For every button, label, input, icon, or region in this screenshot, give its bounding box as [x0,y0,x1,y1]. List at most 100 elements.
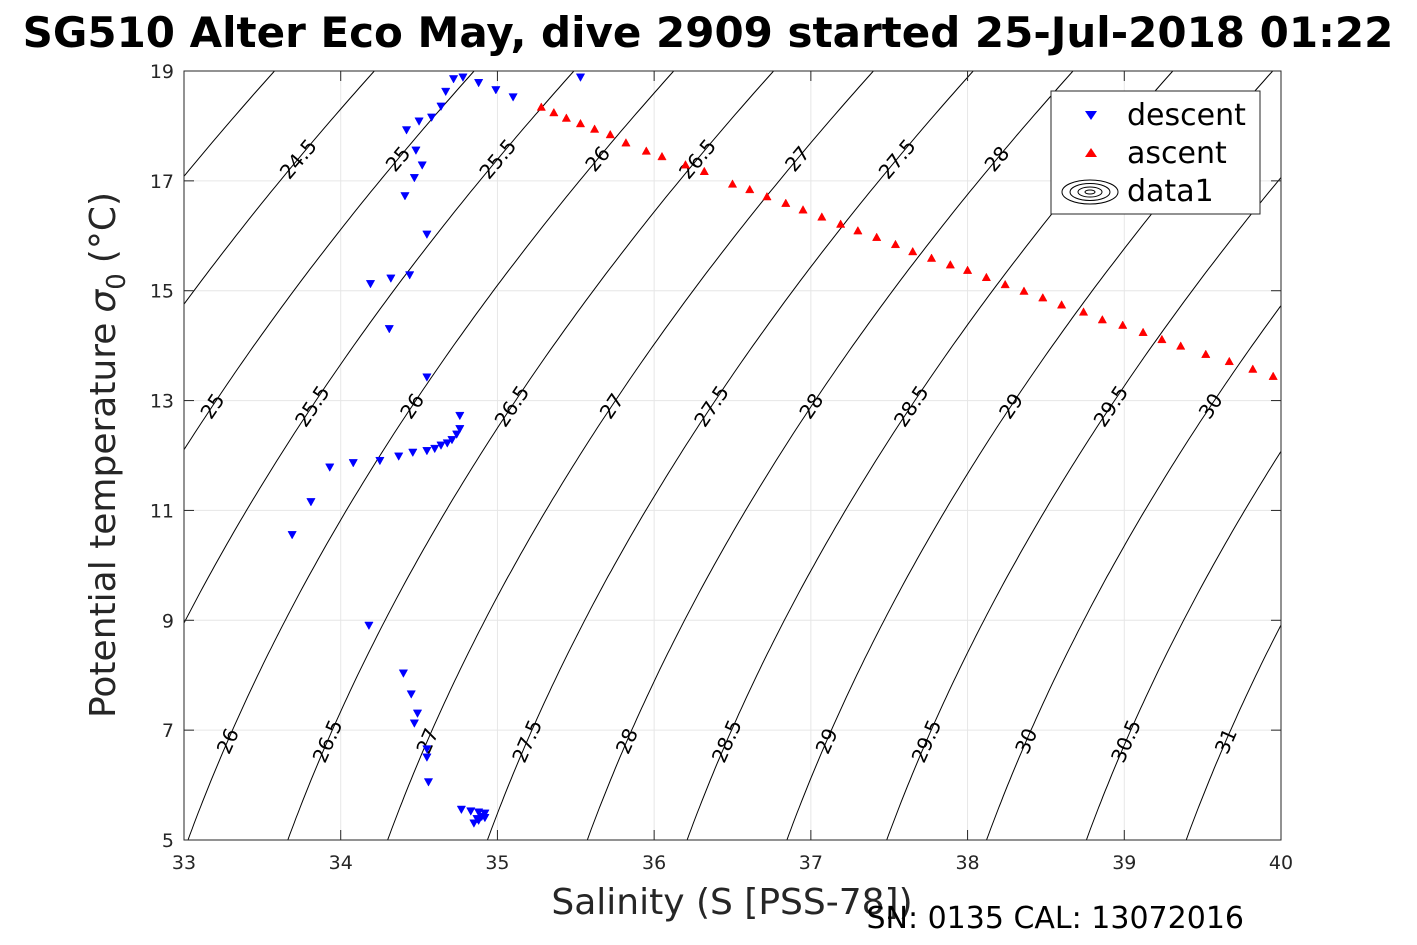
ascent-point [836,219,846,228]
descent-point [422,753,432,762]
ascent-point [890,239,901,249]
descent-point [375,456,385,466]
descent-point [441,87,451,97]
descent-point [508,93,518,102]
isopycnal-line [1185,623,1281,840]
ascent-point [926,253,937,262]
instrument-footer: SN: 0135 CAL: 13072016 [866,901,1244,936]
y-tick-label: 19 [150,61,174,83]
ascent-point [549,107,559,117]
y-axis-label-text: Potential temperature [83,323,124,718]
axes-box [183,70,1282,841]
descent-point [473,808,484,817]
descent-point [473,79,484,88]
descent-point [458,73,468,82]
isopycnal-line [586,71,1074,840]
isopycnal-line [1085,450,1281,840]
descent-point [491,86,501,95]
ascent-point [781,198,791,207]
ascent-point [1078,307,1089,316]
legend-descent-marker [1085,111,1097,120]
descent-point [412,709,423,718]
ascent-point [962,265,973,274]
ascent-point [1097,314,1107,324]
y-tick-label: 11 [150,500,174,522]
descent-point [287,531,297,540]
descent-point [325,463,335,472]
ascent-point [872,232,882,241]
x-tick-label: 35 [485,852,509,874]
ascent-series [536,102,1278,380]
isopycnal-line [287,71,775,840]
descent-point [452,430,462,439]
y-tick-label: 17 [150,171,174,193]
descent-point [422,745,432,754]
descent-point [473,816,484,826]
descent-point [365,280,376,289]
y-tick-label: 5 [162,830,174,852]
isopycnal-line [184,71,475,451]
ascent-point [575,118,586,128]
legend-descent-label: descent [1127,98,1246,133]
descent-point [417,161,427,170]
ascent-point [798,205,808,214]
y-tick-label: 7 [162,720,174,742]
descent-point [455,411,465,421]
descent-point [394,452,404,461]
ascent-point [745,184,755,194]
y-tick-label: 13 [150,391,174,413]
descent-point [436,102,446,111]
x-tick-label: 38 [955,852,979,874]
legend-contour-icon [1061,179,1119,205]
descent-point [480,813,490,823]
ascent-point [680,160,691,169]
descent-point [466,807,476,816]
isopycnal-line [486,71,974,840]
legend-data1-label: data1 [1127,174,1214,209]
isopycnal-line [184,71,575,625]
ascent-point [908,246,918,256]
descent-point [411,146,421,155]
x-tick-label: 40 [1269,852,1293,874]
ascent-point [1118,320,1128,329]
y-axis-label-symbol: σ [83,289,124,313]
ascent-point [605,129,615,139]
ascent-point [1056,300,1067,309]
x-tick-label: 33 [172,852,196,874]
descent-point [409,719,419,728]
y-axis-ticks: 5 7 9 11 13 15 17 19 [150,61,1281,852]
ascent-point [945,260,955,269]
x-tick-label: 37 [799,852,823,874]
descent-point [575,73,586,82]
ascent-point [1268,371,1278,380]
descent-point [386,274,396,283]
descent-point [422,373,432,382]
descent-point [384,325,394,334]
legend-ascent-marker [1085,148,1097,157]
isopycnal-line [184,71,375,306]
y-axis-label: Potential temperature σ0 (°C) [83,192,132,718]
ascent-point [621,138,631,147]
descent-point [469,819,479,828]
descent-point [306,498,316,507]
chart-title: SG510 Alter Eco May, dive 2909 started 2… [23,8,1394,57]
y-tick-label: 9 [162,610,174,632]
descent-point [422,447,432,456]
descent-point [401,126,412,135]
ascent-point [762,191,772,201]
ascent-point [1224,356,1234,366]
ascent-point [727,179,738,188]
ascent-point [1201,349,1211,358]
x-tick-label: 36 [642,852,666,874]
ascent-point [1176,341,1186,350]
ascent-point [1248,364,1258,373]
descent-point [406,690,416,699]
ascent-point [853,225,863,235]
descent-point [408,448,418,458]
y-axis-label-subscript: 0 [102,273,132,290]
ascent-point [981,272,992,282]
ascent-point [536,102,546,111]
descent-point [426,113,437,122]
descent-point [405,271,415,280]
